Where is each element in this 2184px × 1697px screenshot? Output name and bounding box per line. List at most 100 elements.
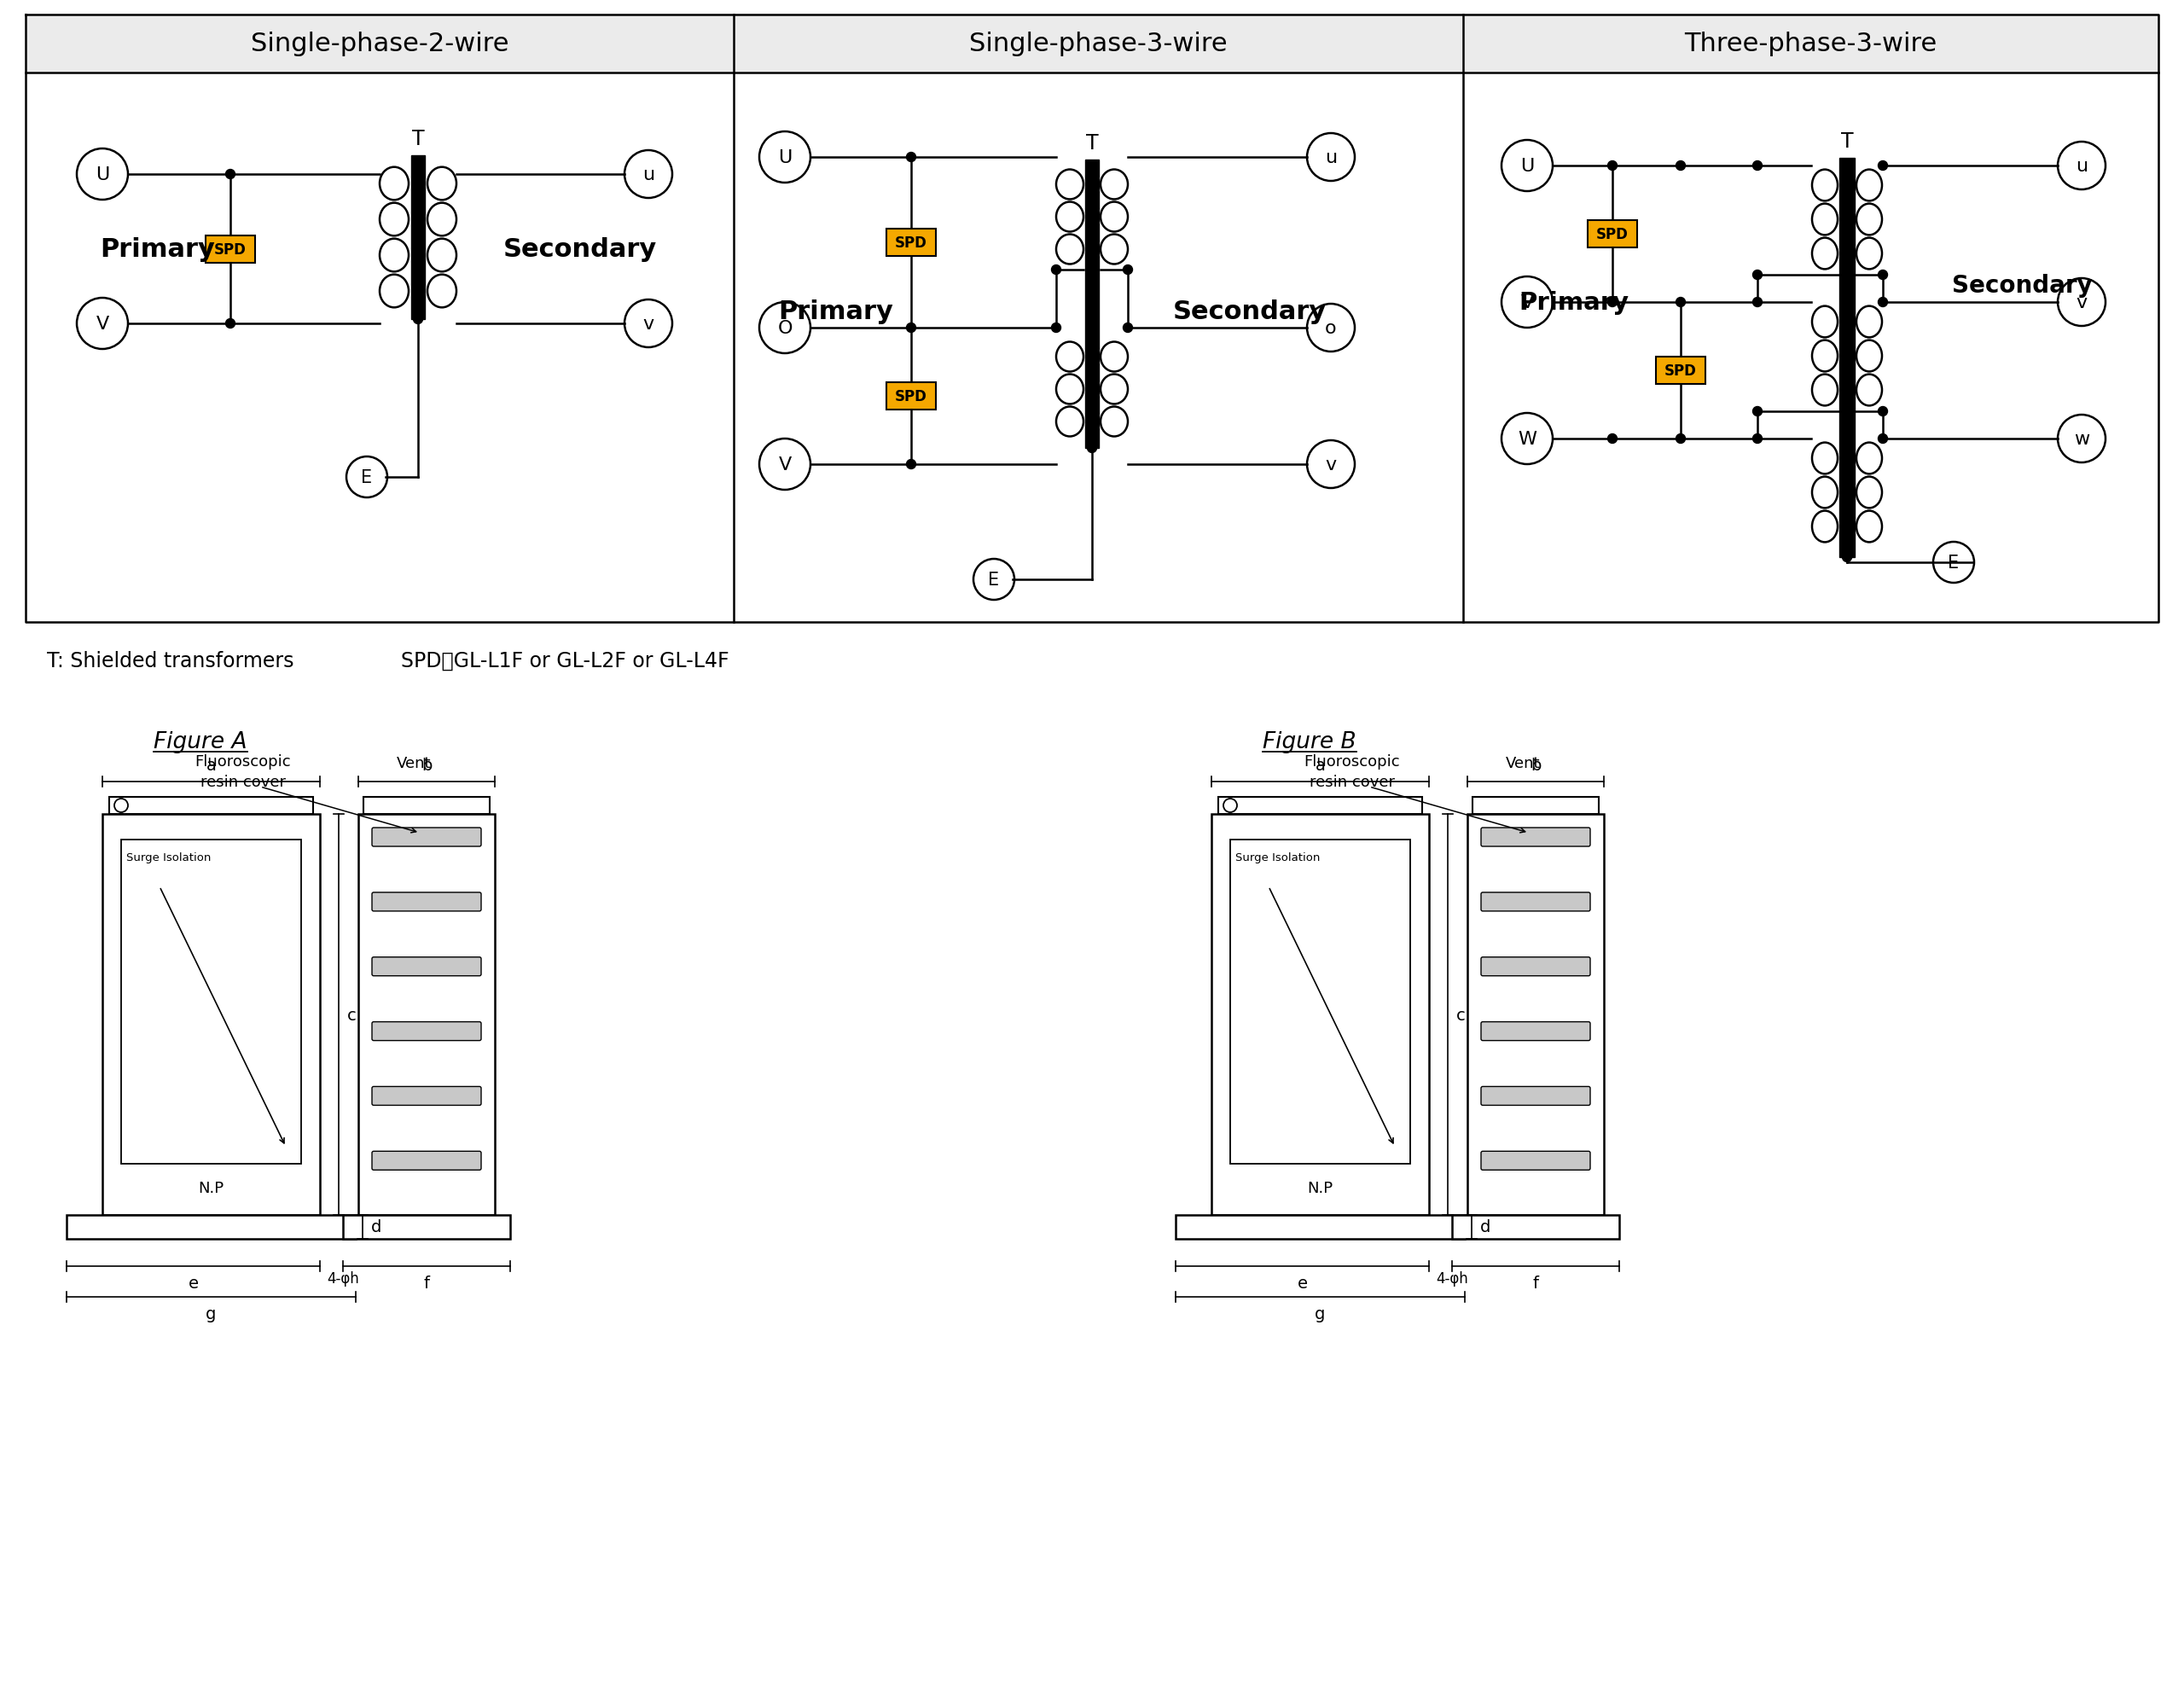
Circle shape bbox=[1843, 553, 1852, 562]
Text: V: V bbox=[778, 456, 791, 473]
Text: Fluoroscopic
resin cover: Fluoroscopic resin cover bbox=[194, 753, 290, 789]
Bar bbox=[887, 229, 937, 256]
Text: N.P: N.P bbox=[1308, 1179, 1332, 1196]
Text: T: T bbox=[413, 129, 424, 149]
Circle shape bbox=[1754, 161, 1762, 171]
Text: Vent: Vent bbox=[397, 755, 430, 770]
Text: E: E bbox=[1948, 555, 1959, 572]
Circle shape bbox=[225, 170, 236, 180]
Circle shape bbox=[1607, 299, 1616, 307]
Text: Single-phase-2-wire: Single-phase-2-wire bbox=[251, 32, 509, 56]
Text: V: V bbox=[96, 316, 109, 333]
Text: a: a bbox=[205, 757, 216, 774]
Bar bbox=[1219, 798, 1422, 815]
Text: f: f bbox=[1533, 1274, 1538, 1291]
FancyBboxPatch shape bbox=[1481, 828, 1590, 847]
Circle shape bbox=[1675, 434, 1686, 445]
Text: g: g bbox=[1315, 1305, 1326, 1322]
Bar bbox=[109, 798, 312, 815]
Bar bbox=[343, 1215, 511, 1239]
Text: c: c bbox=[347, 1006, 356, 1023]
Bar bbox=[736, 17, 1461, 71]
Bar bbox=[1655, 358, 1706, 385]
Circle shape bbox=[1754, 434, 1762, 445]
Text: Vent: Vent bbox=[1505, 755, 1540, 770]
Text: T: Shielded transformers: T: Shielded transformers bbox=[46, 650, 295, 670]
Text: u: u bbox=[2075, 158, 2088, 175]
Text: v: v bbox=[2077, 294, 2088, 311]
FancyBboxPatch shape bbox=[1481, 1086, 1590, 1105]
FancyBboxPatch shape bbox=[371, 1022, 480, 1040]
Text: U: U bbox=[96, 166, 109, 183]
Text: c: c bbox=[1457, 1006, 1465, 1023]
Bar bbox=[1175, 1215, 1465, 1239]
Bar bbox=[103, 815, 319, 1215]
Text: E: E bbox=[989, 572, 1000, 589]
FancyBboxPatch shape bbox=[1481, 957, 1590, 976]
Bar bbox=[1230, 840, 1411, 1164]
Circle shape bbox=[1754, 272, 1762, 280]
Bar bbox=[1212, 815, 1428, 1215]
Text: O: O bbox=[778, 319, 793, 336]
Text: b: b bbox=[1531, 757, 1542, 774]
Text: E: E bbox=[360, 468, 373, 485]
Circle shape bbox=[413, 316, 424, 324]
Text: e: e bbox=[188, 1274, 199, 1291]
Text: SPD: SPD bbox=[895, 236, 928, 251]
Circle shape bbox=[906, 460, 915, 470]
Text: Secondary: Secondary bbox=[1952, 273, 2092, 297]
FancyBboxPatch shape bbox=[371, 828, 480, 847]
Bar bbox=[1472, 798, 1599, 815]
Text: d: d bbox=[371, 1218, 382, 1235]
Circle shape bbox=[1675, 161, 1686, 171]
Circle shape bbox=[1878, 161, 1887, 171]
Text: W: W bbox=[1518, 431, 1538, 448]
Text: U: U bbox=[778, 149, 793, 166]
Text: SPD: SPD bbox=[1597, 227, 1629, 243]
Text: Primary: Primary bbox=[100, 238, 216, 261]
Text: e: e bbox=[1297, 1274, 1308, 1291]
Bar bbox=[411, 156, 426, 319]
Text: SPD: SPD bbox=[895, 389, 928, 404]
Text: Primary: Primary bbox=[1518, 290, 1629, 314]
Bar bbox=[1468, 815, 1603, 1215]
Bar bbox=[1452, 1215, 1618, 1239]
Circle shape bbox=[1607, 434, 1616, 445]
Text: Three-phase-3-wire: Three-phase-3-wire bbox=[1684, 32, 1937, 56]
Text: Surge Isolation: Surge Isolation bbox=[127, 852, 212, 864]
Text: o: o bbox=[1326, 319, 1337, 336]
Bar bbox=[363, 798, 489, 815]
Text: Secondary: Secondary bbox=[1173, 299, 1326, 324]
Circle shape bbox=[1051, 266, 1061, 275]
Circle shape bbox=[1123, 324, 1133, 333]
Text: T: T bbox=[1085, 132, 1099, 153]
Text: Secondary: Secondary bbox=[502, 238, 657, 261]
Text: w: w bbox=[2075, 431, 2090, 448]
Circle shape bbox=[1754, 407, 1762, 416]
Circle shape bbox=[906, 153, 915, 163]
Bar bbox=[26, 17, 732, 71]
Circle shape bbox=[1878, 434, 1887, 445]
Text: Single-phase-3-wire: Single-phase-3-wire bbox=[970, 32, 1227, 56]
Bar bbox=[1085, 160, 1099, 448]
Circle shape bbox=[906, 324, 915, 333]
Text: 4-φh: 4-φh bbox=[328, 1271, 358, 1286]
Text: Figure B: Figure B bbox=[1262, 731, 1356, 753]
FancyBboxPatch shape bbox=[1481, 1152, 1590, 1171]
Bar bbox=[120, 840, 301, 1164]
Bar bbox=[205, 236, 256, 263]
Bar bbox=[887, 384, 937, 411]
FancyBboxPatch shape bbox=[371, 1086, 480, 1105]
Circle shape bbox=[1754, 299, 1762, 307]
Circle shape bbox=[225, 319, 236, 329]
Text: N.P: N.P bbox=[199, 1179, 225, 1196]
Circle shape bbox=[1123, 266, 1133, 275]
Bar bbox=[1465, 17, 2158, 71]
Text: Primary: Primary bbox=[778, 299, 893, 324]
Text: SPD：GL-L1F or GL-L2F or GL-L4F: SPD：GL-L1F or GL-L2F or GL-L4F bbox=[402, 650, 729, 670]
Circle shape bbox=[1607, 161, 1616, 171]
Text: g: g bbox=[205, 1305, 216, 1322]
Bar bbox=[1839, 158, 1854, 558]
Circle shape bbox=[1051, 324, 1061, 333]
Text: Surge Isolation: Surge Isolation bbox=[1236, 852, 1319, 864]
